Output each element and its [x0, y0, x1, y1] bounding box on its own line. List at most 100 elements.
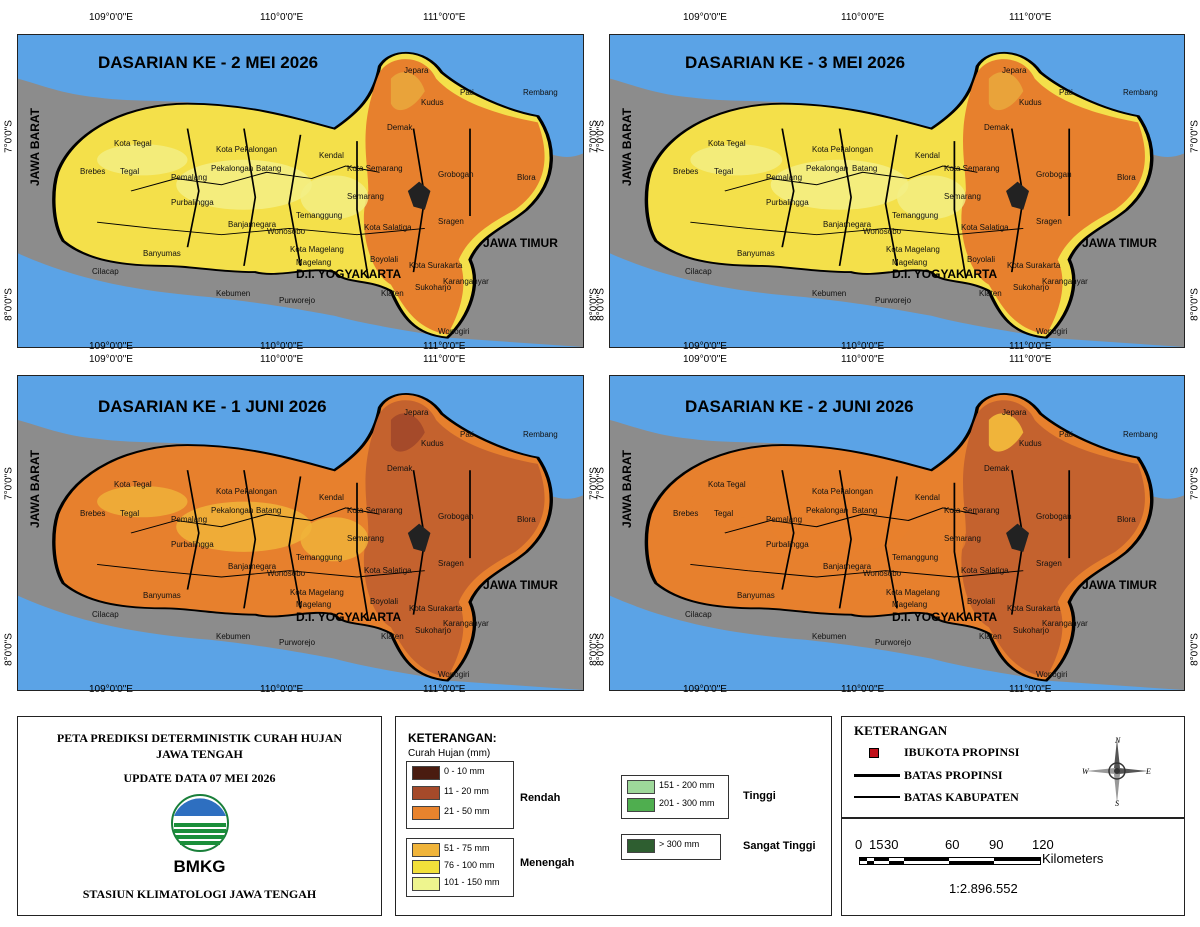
keterangan-heading: KETERANGAN	[854, 723, 948, 738]
legend-swatch	[412, 860, 440, 874]
legend-group	[621, 834, 721, 860]
district-label: Cilacap	[92, 610, 119, 619]
district-label: Karanganyar	[1042, 277, 1088, 286]
legend-subheading: Curah Hujan (mm)	[408, 748, 491, 759]
district-label: Sukoharjo	[1013, 626, 1050, 635]
region-label-jawa-barat: JAWA BARAT	[28, 450, 42, 528]
district-label: Pekalongan	[806, 506, 849, 515]
map-panel: DASARIAN KE - 3 MEI 2026 JAWA BARAT JAWA T…	[609, 34, 1185, 348]
legend-group-name: Tinggi	[743, 790, 776, 802]
district-label: Kota Tegal	[114, 480, 152, 489]
rainfall-map	[610, 35, 1184, 347]
legend-item-label: 11 - 20 mm	[444, 786, 489, 796]
district-label: Semarang	[347, 534, 384, 543]
latitude-label: 7°0'0"S	[595, 120, 607, 153]
district-label: Batang	[256, 506, 282, 515]
district-label: Kota Pekalongan	[812, 487, 873, 496]
district-label: Boyolali	[967, 597, 996, 606]
district-label: Purworejo	[875, 296, 912, 305]
latitude-label: 8°0'0"S	[3, 288, 15, 321]
district-label: Sukoharjo	[415, 626, 452, 635]
latitude-label: 7°0'0"S	[1189, 120, 1200, 153]
legend-swatch	[412, 786, 440, 800]
longitude-label: 109°0'0"E	[89, 12, 133, 23]
region-label-diy: D.I. YOGYAKARTA	[296, 267, 402, 281]
district-label: Purbalingga	[766, 198, 809, 207]
district-label: Purbalingga	[171, 198, 214, 207]
district-label: Kota Pekalongan	[812, 145, 873, 154]
region-label-diy: D.I. YOGYAKARTA	[892, 267, 998, 281]
district-label: Banjarnegara	[823, 220, 872, 229]
legend-item-label: 151 - 200 mm	[659, 780, 715, 790]
batas-kabupaten-label: BATAS KABUPATEN	[904, 790, 1019, 804]
district-label: Kota Pekalongan	[216, 145, 277, 154]
region-label-jawa-timur: JAWA TIMUR	[1082, 236, 1157, 250]
district-label: Magelang	[892, 258, 928, 267]
legend-swatch	[412, 843, 440, 857]
bmkg-logo-text: BMKG	[173, 857, 226, 876]
scale-tick-label: 60	[945, 837, 960, 852]
region-label-diy: D.I. YOGYAKARTA	[296, 610, 402, 624]
district-label: Kendal	[319, 151, 344, 160]
district-label: Wonosobo	[267, 227, 306, 236]
district-label: Kudus	[1019, 98, 1042, 107]
district-label: Klaten	[381, 289, 404, 298]
latitude-label: 8°0'0"S	[595, 288, 607, 321]
batas-propinsi-label: BATAS PROPINSI	[904, 768, 1003, 782]
region-label-jawa-timur: JAWA TIMUR	[483, 236, 558, 250]
longitude-label: 111°0'0"E	[423, 341, 466, 352]
latitude-label: 8°0'0"S	[3, 633, 15, 666]
district-label: Klaten	[381, 632, 404, 641]
district-label: Demak	[387, 123, 413, 132]
svg-text:E: E	[1145, 767, 1151, 776]
district-label: Kota Surakarta	[409, 261, 463, 270]
district-label: Kota Pekalongan	[216, 487, 277, 496]
region-label-jawa-timur: JAWA TIMUR	[1082, 578, 1157, 592]
longitude-label: 111°0'0"E	[423, 354, 466, 365]
legend-item-label: 0 - 10 mm	[444, 766, 485, 776]
legend-swatch	[412, 806, 440, 820]
district-label: Pati	[1059, 88, 1073, 97]
district-label: Batang	[852, 506, 878, 515]
longitude-label: 110°0'0"E	[260, 12, 304, 23]
district-label: Banyumas	[143, 591, 181, 600]
district-label: Tegal	[714, 509, 734, 518]
legend-item-label: 51 - 75 mm	[444, 843, 490, 853]
district-label: Sragen	[438, 217, 464, 226]
district-label: Purworejo	[279, 296, 316, 305]
legend-item-label: 201 - 300 mm	[659, 798, 715, 808]
district-label: Banyumas	[737, 249, 775, 258]
region-label-jawa-timur: JAWA TIMUR	[483, 578, 558, 592]
scale-tick-label: 120	[1032, 837, 1054, 852]
latitude-label: 8°0'0"S	[1189, 633, 1200, 666]
district-label: Wonogiri	[1036, 327, 1068, 336]
longitude-label: 110°0'0"E	[260, 354, 304, 365]
map-panel: DASARIAN KE - 2 MEI 2026 JAWA BARAT JAWA T…	[17, 34, 584, 348]
district-label: Demak	[984, 464, 1010, 473]
district-label: Blora	[517, 173, 536, 182]
district-label: Purbalingga	[766, 540, 809, 549]
longitude-label: 109°0'0"E	[683, 684, 727, 695]
district-label: Magelang	[296, 258, 332, 267]
longitude-label: 111°0'0"E	[423, 684, 466, 695]
district-label: Kebumen	[812, 632, 847, 641]
district-label: Kota Magelang	[886, 245, 940, 254]
legend-group-name: Rendah	[520, 792, 561, 804]
district-label: Banyumas	[737, 591, 775, 600]
district-label: Sragen	[438, 559, 464, 568]
district-label: Karanganyar	[1042, 619, 1088, 628]
district-label: Batang	[256, 164, 282, 173]
district-label: Brebes	[80, 167, 106, 176]
panel-title: DASARIAN KE - 2 JUNI 2026	[685, 397, 914, 416]
map-panel: DASARIAN KE - 1 JUNI 2026 JAWA BARAT JAWA …	[17, 375, 584, 691]
district-label: Wonogiri	[438, 670, 470, 679]
district-label: Banjarnegara	[228, 562, 277, 571]
longitude-label: 111°0'0"E	[1009, 684, 1052, 695]
longitude-label: 109°0'0"E	[89, 354, 133, 365]
scale-bar	[859, 857, 1041, 865]
district-label: Brebes	[673, 167, 699, 176]
scale-tick-label: 0	[855, 837, 863, 852]
district-label: Rembang	[523, 430, 558, 439]
district-label: Pekalongan	[211, 506, 254, 515]
district-label: Wonogiri	[1036, 670, 1068, 679]
